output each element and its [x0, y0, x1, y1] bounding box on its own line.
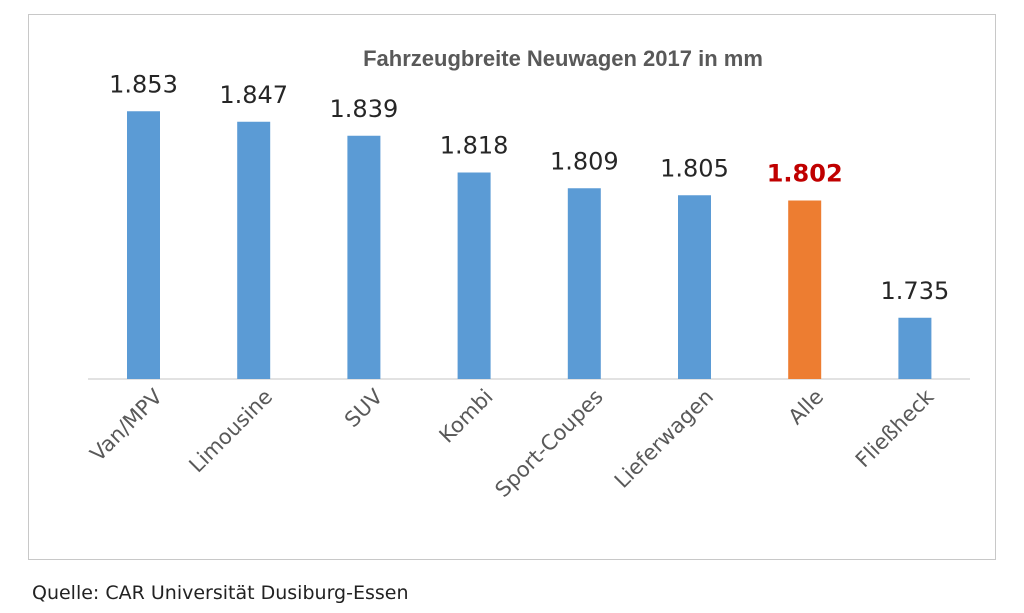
chart-frame	[28, 14, 996, 560]
value-label-kombi: 1.818	[440, 132, 509, 160]
value-label-alle: 1.802	[767, 160, 843, 188]
value-label-van-mpv: 1.853	[109, 70, 178, 98]
tick-label-alle: Alle	[784, 385, 829, 430]
tick-label-lieferwagen: Lieferwagen	[610, 385, 718, 493]
bar-suv	[347, 135, 381, 379]
bar-lieferwagen	[678, 195, 711, 379]
tick-label-suv: SUV	[340, 384, 388, 432]
value-label-limousine: 1.847	[219, 81, 288, 109]
value-labels-group: 1.853 1.847 1.839 1.818 1.809 1.805 1.802 1.735	[109, 70, 949, 305]
tick-label-sport-coupes: Sport-Coupes	[490, 385, 607, 502]
bar-flie-heck	[898, 317, 932, 379]
source-note: Quelle: CAR Universität Dusiburg-Essen	[32, 582, 409, 604]
value-label-suv: 1.839	[330, 95, 399, 123]
value-label-flie-heck: 1.735	[881, 277, 950, 305]
tick-label-flie-heck: Fließheck	[851, 384, 939, 472]
tick-label-van-mpv: Van/MPV	[86, 384, 168, 466]
bar-alle	[788, 200, 822, 379]
bar-kombi	[457, 172, 491, 379]
bars-group	[127, 111, 932, 379]
bar-sport-coupes	[567, 188, 601, 379]
chart-title: Fahrzeugbreite Neuwagen 2017 in mm	[363, 46, 763, 71]
value-label-sport-coupes: 1.809	[550, 147, 619, 175]
tick-label-limousine: Limousine	[184, 385, 277, 478]
bar-limousine	[237, 121, 271, 379]
bar-van-mpv	[127, 111, 160, 379]
tick-label-kombi: Kombi	[435, 385, 498, 448]
value-label-lieferwagen: 1.805	[660, 154, 729, 182]
